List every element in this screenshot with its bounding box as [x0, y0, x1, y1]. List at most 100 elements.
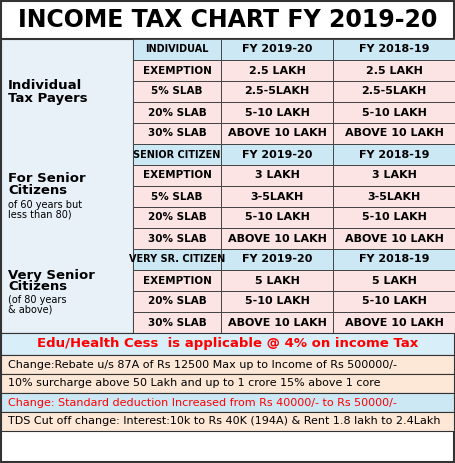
Bar	[333, 165, 455, 186]
Text: 3-5LAKH: 3-5LAKH	[367, 192, 420, 201]
Text: FY 2019-20: FY 2019-20	[242, 150, 312, 159]
Bar	[333, 39, 455, 60]
Text: 5 LAKH: 5 LAKH	[254, 275, 299, 286]
Bar	[333, 60, 455, 81]
Bar	[1, 355, 454, 374]
Text: 30% SLAB: 30% SLAB	[147, 318, 207, 327]
Text: Edu/Health Cess  is applicable @ 4% on income Tax: Edu/Health Cess is applicable @ 4% on in…	[37, 338, 419, 350]
Bar	[1, 393, 454, 412]
Bar	[221, 60, 333, 81]
Bar	[333, 102, 455, 123]
Text: VERY SR. CITIZEN: VERY SR. CITIZEN	[129, 255, 225, 264]
Bar	[221, 207, 333, 228]
Text: EXEMPTION: EXEMPTION	[142, 65, 212, 75]
Bar	[333, 270, 455, 291]
Bar	[1, 374, 454, 393]
Text: EXEMPTION: EXEMPTION	[142, 275, 212, 286]
Text: 10% surcharge above 50 Lakh and up to 1 crore 15% above 1 core: 10% surcharge above 50 Lakh and up to 1 …	[8, 378, 380, 388]
Bar	[1, 1, 454, 39]
Bar	[221, 249, 333, 270]
Text: 5-10 LAKH: 5-10 LAKH	[245, 213, 309, 223]
Bar	[133, 270, 221, 291]
Bar	[1, 412, 454, 431]
Text: 30% SLAB: 30% SLAB	[147, 129, 207, 138]
Bar	[1, 333, 454, 355]
Bar	[221, 312, 333, 333]
Bar	[333, 144, 455, 165]
Text: 3-5LAKH: 3-5LAKH	[250, 192, 303, 201]
Bar	[133, 60, 221, 81]
Text: For Senior: For Senior	[8, 172, 86, 185]
Bar	[133, 186, 221, 207]
Bar	[133, 249, 221, 270]
Text: less than 80): less than 80)	[8, 209, 71, 219]
Bar	[221, 165, 333, 186]
Text: 20% SLAB: 20% SLAB	[147, 296, 207, 307]
Text: FY 2018-19: FY 2018-19	[359, 44, 429, 55]
Text: ABOVE 10 LAKH: ABOVE 10 LAKH	[228, 318, 326, 327]
Text: Individual: Individual	[8, 79, 82, 92]
Bar	[221, 81, 333, 102]
Text: 5% SLAB: 5% SLAB	[151, 87, 203, 96]
Text: of 60 years but: of 60 years but	[8, 200, 82, 209]
Bar	[221, 144, 333, 165]
Text: 5-10 LAKH: 5-10 LAKH	[362, 296, 426, 307]
Text: Citizens: Citizens	[8, 281, 67, 294]
Bar	[133, 144, 221, 165]
Text: 2.5-5LAKH: 2.5-5LAKH	[244, 87, 309, 96]
Bar	[333, 186, 455, 207]
Text: 2.5 LAKH: 2.5 LAKH	[365, 65, 422, 75]
Text: SENIOR CITIZEN: SENIOR CITIZEN	[133, 150, 221, 159]
Bar	[333, 81, 455, 102]
Text: 30% SLAB: 30% SLAB	[147, 233, 207, 244]
Text: FY 2019-20: FY 2019-20	[242, 44, 312, 55]
Text: 5-10 LAKH: 5-10 LAKH	[245, 107, 309, 118]
Text: FY 2018-19: FY 2018-19	[359, 150, 429, 159]
Bar	[221, 270, 333, 291]
Text: 5-10 LAKH: 5-10 LAKH	[245, 296, 309, 307]
Text: 5-10 LAKH: 5-10 LAKH	[362, 107, 426, 118]
Bar	[221, 39, 333, 60]
Text: EXEMPTION: EXEMPTION	[142, 170, 212, 181]
Text: Change:Rebate u/s 87A of Rs 12500 Max up to Income of Rs 500000/-: Change:Rebate u/s 87A of Rs 12500 Max up…	[8, 359, 397, 369]
Text: 2.5-5LAKH: 2.5-5LAKH	[361, 87, 427, 96]
Text: ABOVE 10 LAKH: ABOVE 10 LAKH	[344, 233, 444, 244]
Text: ABOVE 10 LAKH: ABOVE 10 LAKH	[228, 233, 326, 244]
Bar	[133, 39, 221, 60]
Bar	[221, 123, 333, 144]
Text: TDS Cut off change: Interest:10k to Rs 40K (194A) & Rent 1.8 lakh to 2.4Lakh: TDS Cut off change: Interest:10k to Rs 4…	[8, 417, 440, 426]
Bar	[133, 123, 221, 144]
Bar	[133, 81, 221, 102]
Text: 5-10 LAKH: 5-10 LAKH	[362, 213, 426, 223]
Bar	[133, 207, 221, 228]
Bar	[333, 249, 455, 270]
Bar	[333, 312, 455, 333]
Text: 5 LAKH: 5 LAKH	[372, 275, 416, 286]
Bar	[1, 39, 133, 333]
Text: FY 2019-20: FY 2019-20	[242, 255, 312, 264]
Text: ABOVE 10 LAKH: ABOVE 10 LAKH	[344, 318, 444, 327]
Text: 3 LAKH: 3 LAKH	[254, 170, 299, 181]
Bar	[221, 102, 333, 123]
Text: (of 80 years: (of 80 years	[8, 295, 66, 305]
Bar	[333, 291, 455, 312]
Bar	[133, 165, 221, 186]
Text: Very Senior: Very Senior	[8, 269, 95, 282]
Bar	[221, 186, 333, 207]
Text: INDIVIDUAL: INDIVIDUAL	[145, 44, 209, 55]
Text: Citizens: Citizens	[8, 184, 67, 197]
Text: ABOVE 10 LAKH: ABOVE 10 LAKH	[228, 129, 326, 138]
Text: 5% SLAB: 5% SLAB	[151, 192, 203, 201]
Text: ABOVE 10 LAKH: ABOVE 10 LAKH	[344, 129, 444, 138]
Bar	[133, 228, 221, 249]
Text: 2.5 LAKH: 2.5 LAKH	[248, 65, 305, 75]
Bar	[221, 291, 333, 312]
Text: 20% SLAB: 20% SLAB	[147, 213, 207, 223]
Text: FY 2018-19: FY 2018-19	[359, 255, 429, 264]
Bar	[133, 291, 221, 312]
Bar	[221, 228, 333, 249]
Bar	[133, 312, 221, 333]
Bar	[333, 207, 455, 228]
Text: 3 LAKH: 3 LAKH	[372, 170, 416, 181]
Text: & above): & above)	[8, 305, 52, 315]
